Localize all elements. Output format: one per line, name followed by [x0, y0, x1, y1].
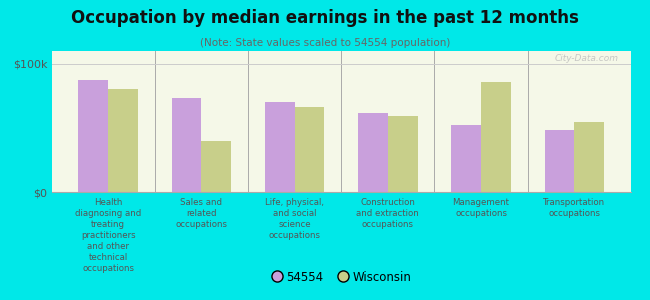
Text: (Note: State values scaled to 54554 population): (Note: State values scaled to 54554 popu… — [200, 38, 450, 47]
Bar — [451, 125, 481, 192]
Bar — [481, 82, 511, 192]
Bar — [78, 80, 108, 192]
Bar — [575, 122, 604, 192]
Bar — [388, 116, 418, 192]
Bar — [172, 98, 202, 192]
Bar — [545, 130, 575, 192]
Legend: 54554, Wisconsin: 54554, Wisconsin — [267, 268, 415, 288]
Bar — [358, 112, 388, 192]
Bar — [294, 107, 324, 192]
Bar — [202, 141, 231, 192]
Bar — [108, 89, 138, 192]
Text: City-Data.com: City-Data.com — [555, 54, 619, 63]
Text: Occupation by median earnings in the past 12 months: Occupation by median earnings in the pas… — [71, 9, 579, 27]
Bar — [265, 102, 294, 192]
